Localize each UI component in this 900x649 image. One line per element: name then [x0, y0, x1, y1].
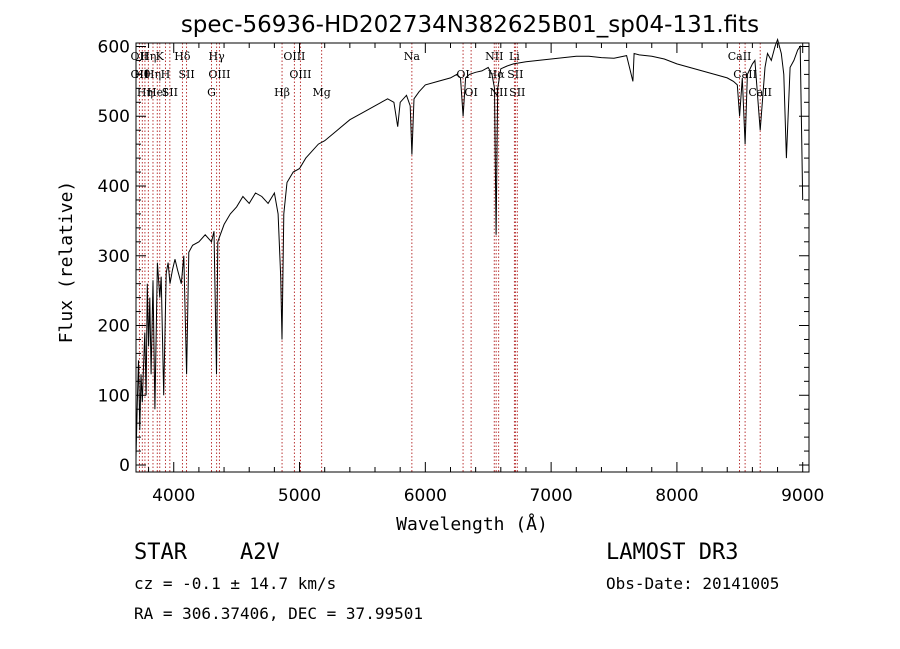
plot-frame [135, 42, 810, 473]
line-marker-label: Na [404, 50, 421, 63]
line-marker-label: CaII [728, 50, 752, 63]
x-axis-label: Wavelength (Å) [396, 513, 548, 535]
x-tick-label: 7000 [529, 486, 572, 506]
spectrum-line [135, 37, 804, 459]
line-marker-label: CaII [748, 86, 772, 99]
line-marker-label: Hη [137, 86, 153, 99]
x-tick-label: 4000 [152, 486, 195, 506]
x-tick-label: 5000 [278, 486, 321, 506]
x-tick-label: 8000 [655, 486, 698, 506]
object-class: STAR [134, 540, 187, 565]
line-marker-label: OI [456, 68, 469, 81]
y-tick-label: 400 [98, 177, 130, 197]
x-tick-label: 9000 [781, 486, 824, 506]
line-marker-label: Hα [488, 68, 506, 81]
line-marker-label: Hθ [134, 68, 151, 81]
y-tick-label: 0 [119, 456, 130, 476]
line-marker-label: Li [509, 50, 520, 63]
line-marker-label: Hγ [209, 50, 226, 63]
line-marker-label: NII [490, 86, 508, 99]
line-marker-label: SII [178, 68, 194, 81]
line-marker-label: Hβ [274, 86, 290, 99]
line-marker-label: G [207, 86, 216, 99]
y-tick-label: 100 [98, 386, 130, 406]
line-marker-label: Hη [145, 68, 161, 81]
line-marker-label: NII [485, 50, 503, 63]
x-tick-label: 6000 [404, 486, 447, 506]
y-axis-ticks: 0 100 200 300 400 500 600 [98, 37, 809, 476]
y-tick-label: 500 [98, 107, 130, 127]
x-axis-ticks: 4000 5000 6000 7000 8000 9000 [148, 43, 824, 506]
line-marker-label: OI [464, 86, 477, 99]
chart-title: spec-56936-HD202734N382625B01_sp04-131.f… [181, 12, 759, 38]
line-marker-label: OIII [289, 68, 311, 81]
line-marker-label: Mg [313, 86, 331, 99]
obs-date: Obs-Date: 20141005 [606, 574, 780, 593]
line-marker-label: SII [507, 68, 523, 81]
line-markers [138, 43, 761, 472]
line-marker-label: SII [162, 86, 178, 99]
line-marker-label: SII [509, 86, 525, 99]
y-axis-label: Flux (relative) [56, 181, 77, 344]
line-marker-label: Hη [140, 50, 156, 63]
line-marker-label: OIII [208, 68, 230, 81]
survey-name: LAMOST DR3 [606, 540, 739, 565]
line-marker-label: K [156, 50, 165, 63]
y-tick-label: 200 [98, 317, 130, 337]
line-marker-label: HeI [147, 86, 167, 99]
line-marker-label: OIII [283, 50, 305, 63]
y-tick-label: 600 [98, 37, 130, 57]
line-marker-label: OII [131, 50, 149, 63]
line-marker-label: CaII [733, 68, 757, 81]
line-marker-labels: OIIOIIHθHηHηHηHeIKHSIIHδSIIGHγOIIIHβOIII… [131, 50, 772, 99]
line-marker-label: Hδ [174, 50, 191, 63]
coordinates: RA = 306.37406, DEC = 37.99501 [134, 604, 423, 623]
line-marker-label: H [161, 68, 171, 81]
object-subclass: A2V [240, 540, 280, 565]
y-tick-label: 300 [98, 247, 130, 267]
redshift-line: cz = -0.1 ± 14.7 km/s [134, 574, 337, 593]
